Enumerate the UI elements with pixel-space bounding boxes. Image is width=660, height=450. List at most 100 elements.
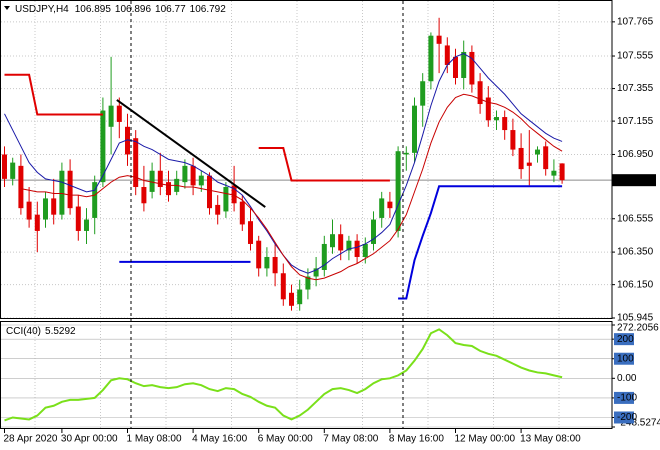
indicator-line (20, 93, 563, 281)
candle-body (354, 240, 360, 257)
y-tick-label: 272.2056 (617, 323, 659, 334)
indicator-line (4, 73, 103, 116)
candle-body (502, 117, 508, 131)
candle-body (264, 256, 270, 269)
indicator-name: CCI(40) (6, 326, 41, 337)
candle-body (321, 243, 327, 270)
candle-body (494, 117, 499, 121)
candle-body (10, 162, 16, 179)
candle-body (166, 182, 171, 196)
candle-body (297, 289, 303, 305)
indicator-line (258, 146, 390, 182)
candle-body (18, 165, 24, 209)
candle-body (305, 276, 311, 290)
candle-body (34, 214, 40, 231)
indicator-value: 5.5292 (45, 326, 76, 337)
candle-body (2, 154, 7, 179)
candle-body (100, 110, 106, 183)
current-price-box (612, 174, 656, 187)
candle-body (149, 170, 155, 192)
candle-body (207, 175, 212, 209)
candle-body (75, 206, 81, 231)
candle-body (403, 152, 409, 155)
candle-body (26, 201, 32, 220)
current-price-label: 106.792 (616, 175, 653, 186)
candle-body (330, 234, 335, 248)
level-label-box (614, 391, 634, 404)
last-close: 106.792 (190, 4, 227, 15)
candle-body (362, 243, 368, 257)
candle-body (428, 35, 434, 82)
x-tick-label: 28 Apr 2020 (4, 434, 58, 445)
last-open: 106.895 (75, 4, 112, 15)
candle-body (84, 219, 89, 231)
candle-body (108, 105, 114, 127)
candle-body (313, 268, 319, 277)
candle-body (436, 35, 442, 44)
level-label-box (614, 411, 634, 424)
x-tick-label: 12 May 00:00 (455, 434, 516, 445)
indicator-line (398, 185, 563, 300)
candle-body (453, 56, 458, 78)
y-tick-label: 200 (617, 334, 634, 345)
candle-body (518, 147, 524, 170)
candle-body (387, 201, 393, 209)
candle-body (551, 170, 557, 176)
y-tick-label: 106.350 (617, 247, 654, 258)
candle-body (469, 51, 475, 85)
y-tick-label: 107.555 (617, 51, 654, 62)
cci-line (4, 328, 563, 422)
x-tick-label: 1 May 08:00 (127, 434, 182, 445)
candle-body (477, 81, 483, 105)
candle-body (485, 97, 491, 121)
candle-body (125, 126, 130, 155)
candle-body (67, 170, 73, 209)
candle-body (59, 170, 65, 215)
x-tick-label: 6 May 00:00 (258, 434, 313, 445)
symbol: USDJPY,H4 (15, 4, 69, 15)
x-tick-label: 8 May 16:00 (389, 434, 444, 445)
candle-body (141, 187, 147, 204)
candle-body (239, 201, 245, 225)
candle-body (444, 45, 450, 65)
candle-body (338, 234, 344, 251)
candle-body (272, 256, 278, 274)
last-low: 106.77 (155, 4, 186, 15)
y-tick-label: -100 (617, 393, 637, 404)
candle-body (280, 273, 286, 300)
candle-body (133, 138, 139, 188)
chart-title: USDJPY,H4 106.895 106.896 106.77 106.792 (15, 4, 226, 15)
candle-body (190, 165, 196, 186)
candle-body (395, 151, 401, 231)
candle-body (379, 198, 385, 218)
trendline (116, 99, 266, 208)
candle-body (371, 219, 376, 244)
candle-body (543, 146, 549, 170)
y-tick-label: -248.5274 (617, 418, 660, 429)
x-tick-label: 30 Apr 00:00 (61, 434, 118, 445)
candle-body (51, 198, 57, 215)
candle-body (43, 198, 48, 220)
candle-body (248, 221, 253, 244)
x-tick-label: 4 May 16:00 (192, 434, 247, 445)
cci-frame (0, 321, 613, 429)
candle-body (535, 149, 540, 155)
candle-body (231, 185, 237, 204)
menu-arrow (4, 6, 10, 10)
main-frame (0, 0, 613, 319)
marks (2, 17, 565, 422)
candle-body (420, 81, 426, 106)
candle-body (198, 175, 204, 186)
y-tick-label: 106.950 (617, 149, 654, 160)
candle-body (412, 105, 417, 153)
candle-body (157, 170, 163, 188)
level-label-box (614, 333, 634, 346)
y-tick-label: 106.555 (617, 213, 654, 224)
y-tick-label: 106.150 (617, 279, 654, 290)
x-tick-label: 13 May 08:00 (520, 434, 581, 445)
candle-body (182, 165, 188, 183)
candle-body (461, 51, 467, 78)
